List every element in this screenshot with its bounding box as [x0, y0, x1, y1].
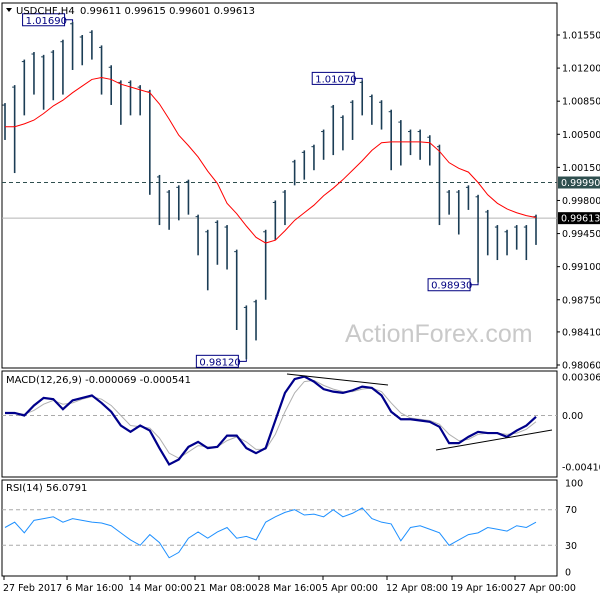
price-axis-label: 0.98750 — [562, 295, 600, 306]
rsi-pane — [1, 479, 558, 577]
time-axis-label: 6 Mar 16:00 — [66, 583, 123, 594]
time-axis-label: 21 Mar 08:00 — [194, 583, 257, 594]
macd-trendline-lower[interactable] — [435, 429, 553, 451]
macd-axis-label: 0.00 — [562, 411, 583, 422]
price-axis-label: 1.01550 — [562, 31, 600, 42]
time-axis-label: 12 Apr 08:00 — [386, 583, 448, 594]
price-annotation-label: 0.98120 — [199, 357, 240, 368]
macd-axis-label: 0.003063 — [562, 373, 600, 384]
watermark: ActionForex.com — [345, 320, 533, 348]
rsi-axis-label: 0 — [565, 568, 571, 579]
price-axis-label: 1.00500 — [562, 130, 600, 141]
price-pane — [1, 2, 558, 369]
rsi-legend: RSI(14) 56.0791 — [6, 483, 87, 494]
time-axis-label: 27 Feb 2017 — [3, 583, 62, 594]
current-price-tag-bg — [558, 212, 600, 225]
current-price-tag: 0.99613 — [561, 214, 600, 225]
time-axis-label: 14 Mar 00:00 — [129, 583, 192, 594]
macd-legend: MACD(12,26,9) -0.000069 -0.000541 — [6, 375, 191, 386]
price-axis-label: 1.00150 — [562, 163, 600, 174]
price-axis-label: 0.99100 — [562, 262, 600, 273]
macd-line — [5, 375, 537, 466]
price-axis-label: 1.00850 — [562, 97, 600, 108]
price-annotation-label: 1.01070 — [315, 74, 356, 85]
symbol-label: USDCHF,H4 — [16, 6, 75, 17]
price-annotation-connector — [354, 77, 363, 81]
resistance-price-tag: 0.99990 — [561, 178, 600, 189]
price-annotation-connector — [470, 282, 479, 286]
macd-trendline-upper[interactable] — [286, 373, 389, 386]
ohlc-readout: 0.99611 0.99615 0.99601 0.99613 — [80, 6, 255, 17]
triangle-down-icon[interactable] — [6, 8, 12, 12]
rsi-axis-label: 70 — [565, 505, 577, 516]
time-axis-label: 5 Apr 00:00 — [322, 583, 378, 594]
price-axis-label: 0.99800 — [562, 196, 600, 207]
price-annotation-label: 1.01690 — [26, 16, 67, 27]
price-annotation-connector — [64, 19, 74, 22]
axis-layer: 1.01550 1.01200 1.00850 1.00500 1.00150 0.998… — [3, 31, 600, 594]
price-annotation-connector — [238, 359, 247, 362]
time-axis-label: 28 Mar 16:00 — [258, 583, 321, 594]
moving-average-line — [5, 77, 537, 244]
rsi-line — [4, 507, 537, 559]
price-layer: 1.01690 0.98120 1.01070 0.98930 — [2, 13, 557, 368]
price-axis-label: 1.01200 — [562, 64, 600, 75]
rsi-layer — [2, 507, 557, 559]
time-axis-label: 27 Apr 00:00 — [514, 583, 576, 594]
resistance-price-tag-bg — [558, 176, 600, 189]
time-axis-label: 19 Apr 16:00 — [451, 583, 513, 594]
macd-axis-label: -0.004104 — [562, 463, 600, 474]
price-axis-label: 0.98410 — [562, 327, 600, 338]
rsi-axis-label: 30 — [565, 541, 577, 552]
price-axis-label: 0.98060 — [562, 361, 600, 372]
rsi-axis-label: 100 — [565, 479, 583, 490]
macd-layer — [2, 375, 557, 466]
price-axis-label: 0.99450 — [562, 229, 600, 240]
price-annotation-label: 0.98930 — [431, 281, 472, 292]
macd-pane — [1, 370, 558, 478]
